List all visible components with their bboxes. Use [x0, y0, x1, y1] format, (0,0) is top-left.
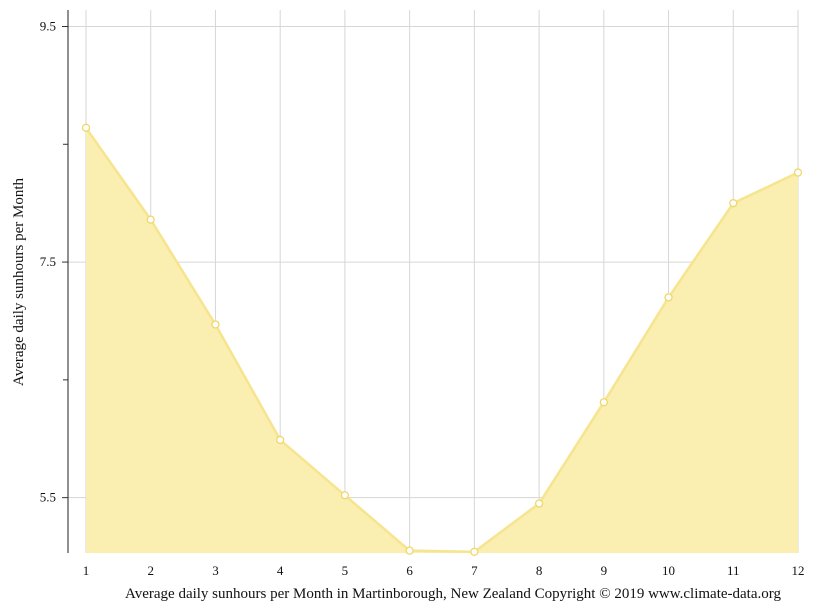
data-point [81, 123, 91, 132]
tick-labels: 9.57.55.51 2 3 4 5 6 7 8 9 10 11 12 [40, 18, 805, 578]
x-tick-label: 1 [83, 563, 90, 578]
x-tick-label: 6 [406, 563, 413, 578]
data-point [793, 168, 803, 177]
data-points [81, 123, 803, 556]
x-tick-label: 10 [662, 563, 675, 578]
data-point [276, 435, 285, 445]
data-point [534, 499, 544, 508]
x-tick-label: 11 [727, 563, 740, 578]
x-tick-label: 2 [147, 563, 154, 578]
data-point [340, 491, 350, 500]
x-tick-label: 7 [471, 563, 478, 578]
x-axis-title: Average daily sunhours per Month in Mart… [125, 586, 781, 602]
axes [62, 10, 69, 553]
x-tick-label: 12 [792, 563, 805, 578]
data-point [405, 546, 414, 555]
data-point [664, 293, 673, 302]
x-tick-label: 4 [277, 563, 284, 578]
y-axis-title: Average daily sunhours per Month [11, 178, 27, 387]
area-layer [84, 127, 799, 554]
grid-lines [68, 10, 799, 553]
data-point [470, 547, 479, 556]
data-point [146, 215, 155, 224]
data-point [729, 199, 738, 208]
x-tick-label: 9 [601, 563, 608, 578]
data-point [211, 320, 220, 329]
series-line [84, 127, 799, 554]
x-tick-label: 3 [212, 563, 219, 578]
data-point [599, 398, 608, 407]
y-tick-label: 7.5 [40, 254, 56, 269]
area-fill [86, 127, 798, 553]
y-tick-label: 9.5 [40, 18, 56, 33]
y-tick-label: 5.5 [40, 490, 56, 505]
x-tick-label: 8 [536, 563, 543, 578]
x-tick-label: 5 [342, 563, 349, 578]
